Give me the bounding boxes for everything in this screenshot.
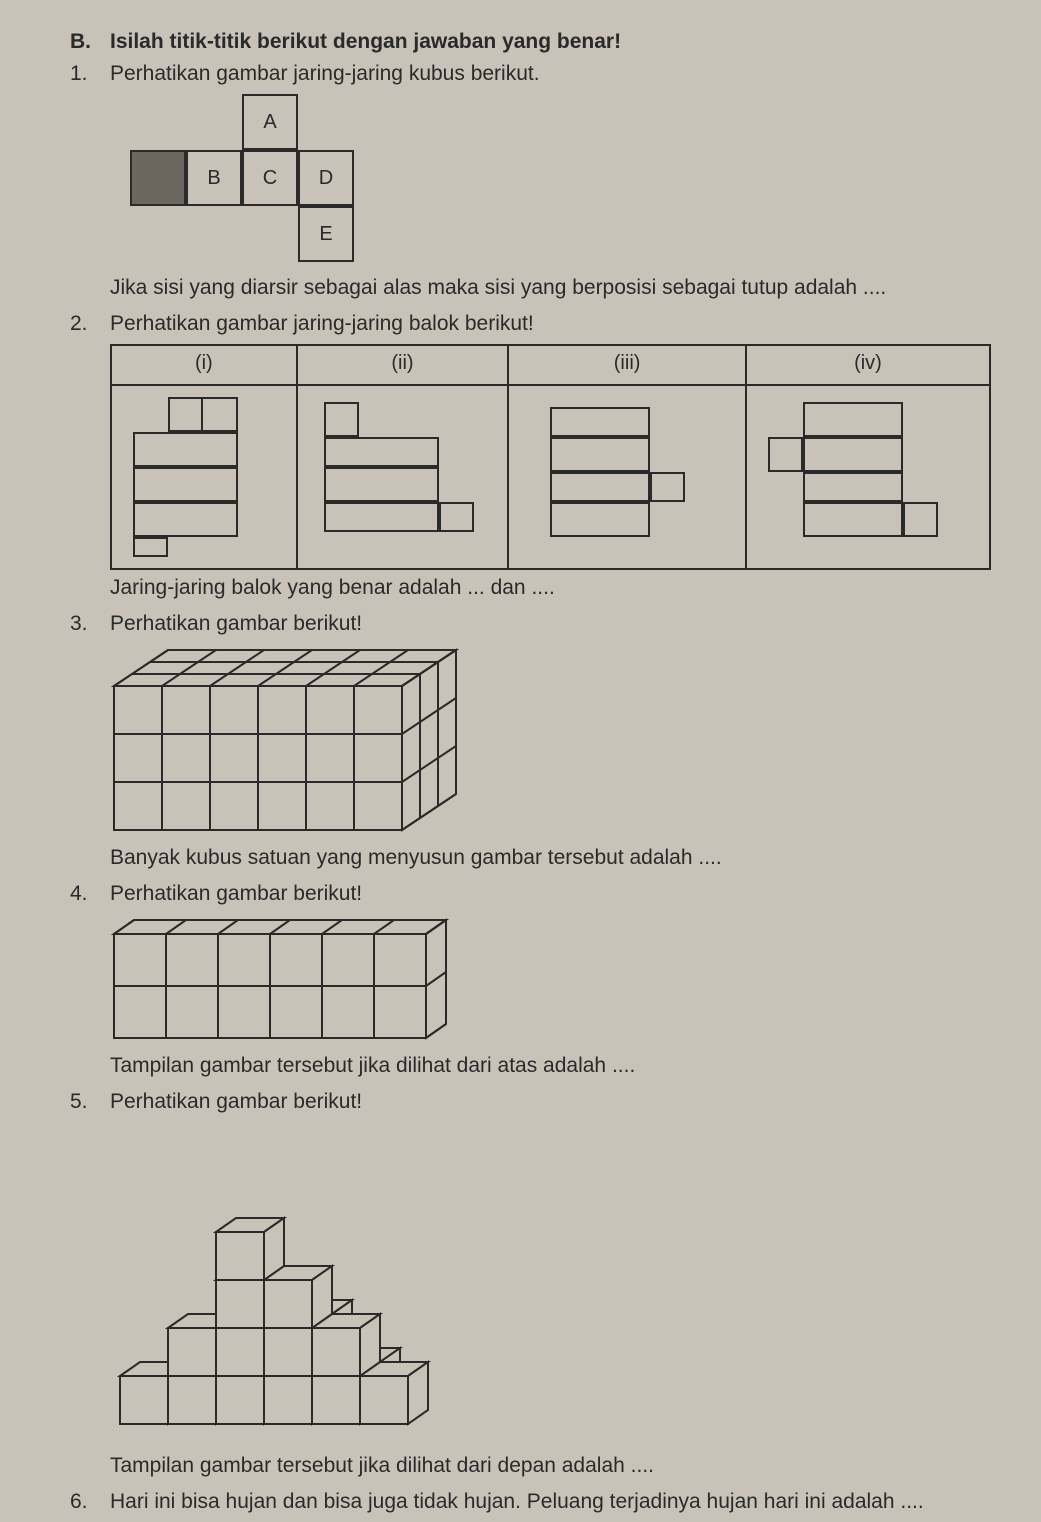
q2-nets-table: (i) (ii) (iii) (iv) [110,344,991,570]
label-d: D [319,167,333,190]
net-iv [753,392,983,562]
q6-text: Hari ini bisa hujan dan bisa juga tidak … [110,1490,991,1514]
q3-number: 3. [70,612,98,878]
q2-after: Jaring-jaring balok yang benar adalah ..… [110,576,991,600]
q1-number: 1. [70,62,98,272]
label-b: B [207,167,220,190]
q1-after: Jika sisi yang diarsir sebagai alas maka… [110,276,991,300]
net-square-d: D [298,150,354,206]
q2-number: 2. [70,312,98,608]
q3-after: Banyak kubus satuan yang menyusun gambar… [110,846,991,870]
section-letter: B. [70,30,98,58]
q6-number: 6. [70,1490,98,1522]
net-iii [515,392,739,562]
label-a: A [263,111,276,134]
q2-header-iii: (iii) [508,345,746,385]
q2-header-i: (i) [111,345,297,385]
q2-header-iv: (iv) [746,345,990,385]
net-square-c: C [242,150,298,206]
q4-after: Tampilan gambar tersebut jika dilihat da… [110,1054,991,1078]
net-square-e: E [298,206,354,262]
q2-intro: Perhatikan gambar jaring-jaring balok be… [110,312,991,336]
q3-figure [110,646,991,836]
q1-intro: Perhatikan gambar jaring-jaring kubus be… [110,62,991,86]
q5-after: Tampilan gambar tersebut jika dilihat da… [110,1454,991,1478]
q3-intro: Perhatikan gambar berikut! [110,612,991,636]
q4-intro: Perhatikan gambar berikut! [110,882,991,906]
q1-cube-net: A B C D E [130,94,410,262]
net-square-a: A [242,94,298,150]
label-e: E [319,223,332,246]
net-ii [304,392,502,562]
q5-number: 5. [70,1090,98,1486]
q5-figure [110,1124,991,1444]
label-c: C [263,167,277,190]
net-i [118,392,290,562]
section-title: Isilah titik-titik berikut dengan jawaba… [110,30,991,54]
q5-intro: Perhatikan gambar berikut! [110,1090,991,1114]
net-square-b: B [186,150,242,206]
q4-number: 4. [70,882,98,1086]
q4-figure [110,916,991,1044]
net-square-shaded [130,150,186,206]
q2-header-ii: (ii) [297,345,509,385]
